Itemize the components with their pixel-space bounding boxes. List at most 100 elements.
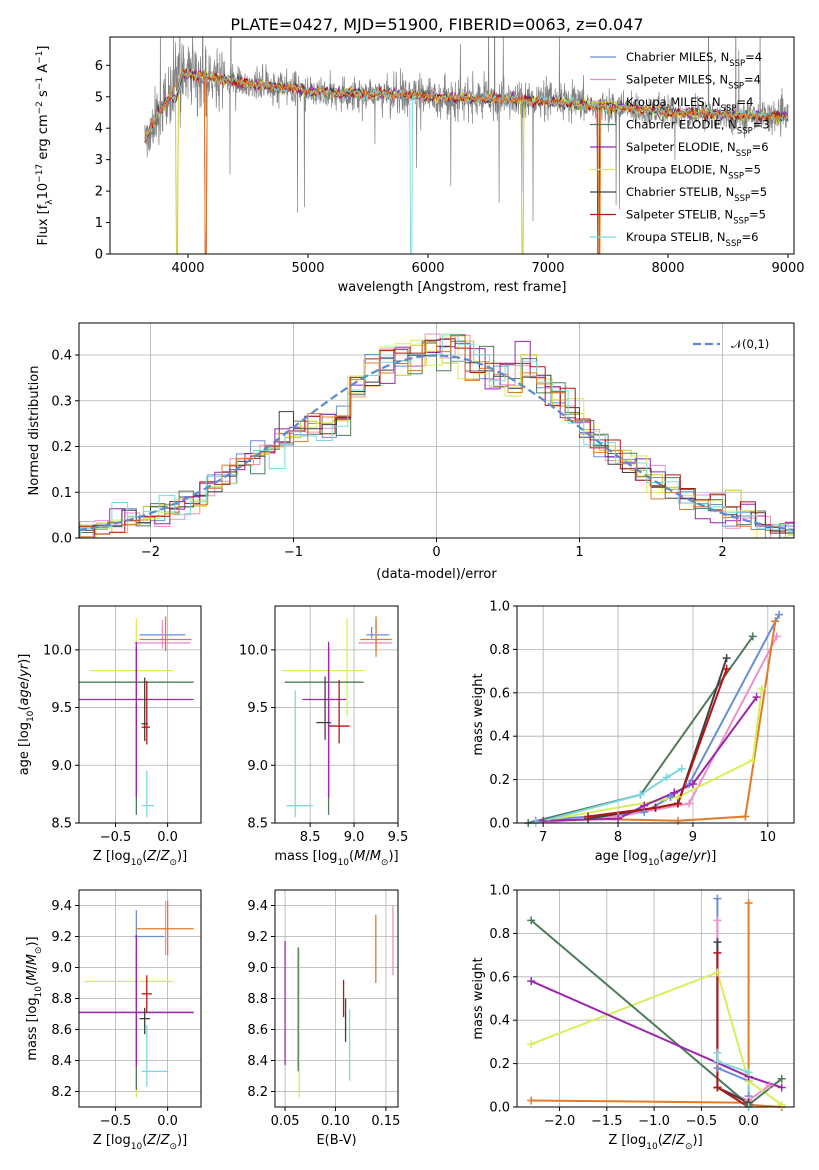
y-tick-label: 10.0 bbox=[239, 643, 268, 658]
series-marker bbox=[666, 792, 675, 801]
y-tick-label: 0 bbox=[95, 248, 103, 263]
x-tick-label: −0.5 bbox=[100, 1114, 132, 1129]
series-marker bbox=[713, 894, 722, 903]
series-marker bbox=[744, 1068, 753, 1077]
legend-label: 𝒩(0,1) bbox=[731, 337, 769, 351]
histogram-group bbox=[79, 333, 794, 538]
x-axis-label: age [log10(age/yr)] bbox=[595, 849, 717, 868]
series-line bbox=[531, 903, 782, 1107]
x-tick-label: −1.5 bbox=[591, 1114, 623, 1129]
series-marker bbox=[685, 799, 694, 808]
age-vs-metallicity-panel: −0.5 0.0 8.5 9.0 9.5 10.0 Z [log10(Z/Z⊙)] age [… bbox=[17, 605, 202, 868]
axes-frame bbox=[78, 322, 795, 539]
x-tick-label: 7 bbox=[539, 830, 547, 845]
series-marker bbox=[713, 1048, 722, 1057]
y-tick-label: 0.8 bbox=[489, 927, 510, 942]
y-tick-label: 9.0 bbox=[51, 759, 72, 774]
x-axis-label: (data-model)/error bbox=[376, 567, 497, 582]
legend-label: Salpeter MILES, NSSP=4 bbox=[626, 73, 761, 92]
y-tick-label: 0.8 bbox=[489, 643, 510, 658]
series-marker bbox=[777, 1074, 786, 1083]
x-tick-label: −2.0 bbox=[544, 1114, 576, 1129]
series-marker bbox=[713, 948, 722, 957]
series-marker bbox=[677, 764, 686, 773]
y-tick-label: 1.0 bbox=[489, 600, 510, 615]
y-tick-label: 0.4 bbox=[489, 730, 510, 745]
series-marker bbox=[640, 801, 649, 810]
series-marker bbox=[527, 916, 536, 925]
x-tick-label: 0.0 bbox=[157, 830, 178, 845]
series-marker bbox=[713, 968, 722, 977]
x-tick-label: 1 bbox=[575, 545, 583, 560]
series-marker bbox=[527, 977, 536, 986]
errorbar-group bbox=[79, 616, 194, 818]
series-marker bbox=[662, 773, 671, 782]
series-marker bbox=[670, 788, 679, 797]
x-axis-label: wavelength [Angstrom, rest frame] bbox=[338, 280, 567, 295]
y-tick-label: 9.4 bbox=[247, 899, 268, 914]
legend-label: Salpeter STELIB, NSSP=5 bbox=[626, 208, 766, 227]
y-tick-label: 8.2 bbox=[51, 1085, 72, 1100]
residuals-panel: −2 −1 0 1 2 0.0 0.1 0.2 0.3 0.4 (data-model)/error… bbox=[27, 322, 795, 582]
series-marker bbox=[688, 779, 697, 788]
y-tick-label: 9.0 bbox=[51, 961, 72, 976]
series-marker bbox=[614, 814, 623, 823]
y-tick-label: 9.5 bbox=[51, 701, 72, 716]
x-tick-label: 9000 bbox=[771, 261, 804, 276]
y-tick-label: 0.1 bbox=[51, 486, 72, 501]
y-tick-label: 0.3 bbox=[51, 394, 72, 409]
series-marker bbox=[713, 1057, 722, 1066]
y-tick-label: 0.4 bbox=[51, 349, 72, 364]
y-tick-label: 6 bbox=[95, 59, 103, 74]
histogram-step bbox=[79, 335, 794, 538]
histogram-step bbox=[79, 333, 794, 538]
series-marker bbox=[752, 693, 761, 702]
y-tick-label: 0.0 bbox=[489, 817, 510, 832]
y-tick-label: 9.0 bbox=[247, 961, 268, 976]
x-tick-label: 0.0 bbox=[738, 1114, 759, 1129]
series-line bbox=[535, 767, 683, 823]
series-marker bbox=[777, 1083, 786, 1092]
y-tick-label: 0.6 bbox=[489, 686, 510, 701]
mass-vs-extinction-panel: 0.05 0.10 0.15 8.2 8.4 8.6 8.8 9.0 9.2 9.4 E(B-V) bbox=[247, 889, 400, 1148]
legend-label: Kroupa ELODIE, NSSP=5 bbox=[626, 163, 761, 182]
x-tick-label: 0.05 bbox=[271, 1114, 300, 1129]
series-marker bbox=[748, 632, 757, 641]
errorbar-group bbox=[281, 616, 392, 818]
errorbar-group bbox=[79, 900, 194, 1098]
axes-frame bbox=[78, 605, 202, 824]
x-tick-label: 9.0 bbox=[344, 830, 365, 845]
y-axis-label: Normed distribution bbox=[27, 366, 42, 496]
x-tick-label: 7000 bbox=[531, 261, 564, 276]
y-axis-label: mass weight bbox=[471, 673, 486, 755]
x-tick-label: 8 bbox=[614, 830, 622, 845]
series-line bbox=[716, 1052, 750, 1107]
x-tick-label: 0.0 bbox=[157, 1114, 178, 1129]
y-tick-label: 8.4 bbox=[51, 1054, 72, 1069]
series-line bbox=[588, 621, 777, 822]
x-tick-label: 10 bbox=[760, 830, 777, 845]
axes-frame bbox=[516, 605, 795, 824]
y-tick-label: 2 bbox=[95, 185, 103, 200]
x-axis-label: mass [log10(M/M⊙)] bbox=[274, 849, 398, 868]
axes-frame bbox=[109, 36, 795, 255]
model-spectrum-line bbox=[144, 68, 789, 254]
y-tick-label: 8.2 bbox=[247, 1085, 268, 1100]
y-tick-label: 0.0 bbox=[489, 1101, 510, 1116]
legend-label: Chabrier ELODIE, NSSP=3 bbox=[626, 118, 770, 137]
y-tick-label: 4 bbox=[95, 122, 103, 137]
y-tick-label: 8.8 bbox=[51, 992, 72, 1007]
x-tick-label: 2 bbox=[718, 545, 726, 560]
y-tick-label: 5 bbox=[95, 90, 103, 105]
series-marker bbox=[636, 790, 645, 799]
x-tick-label: 9.5 bbox=[388, 830, 409, 845]
x-tick-label: 0.10 bbox=[321, 1114, 350, 1129]
y-axis-label: age [log10(age/yr)] bbox=[17, 654, 36, 776]
series-line bbox=[543, 696, 758, 822]
axes-frame bbox=[274, 889, 399, 1108]
x-tick-label: 4000 bbox=[171, 261, 204, 276]
y-axis-label: mass [log10(M/M⊙)] bbox=[25, 936, 44, 1060]
series-marker bbox=[713, 938, 722, 947]
weight-vs-age-panel: 7 8 9 10 0.0 0.2 0.4 0.6 0.8 1.0 age [log10(age/yr… bbox=[471, 600, 795, 868]
series-marker bbox=[713, 1083, 722, 1092]
